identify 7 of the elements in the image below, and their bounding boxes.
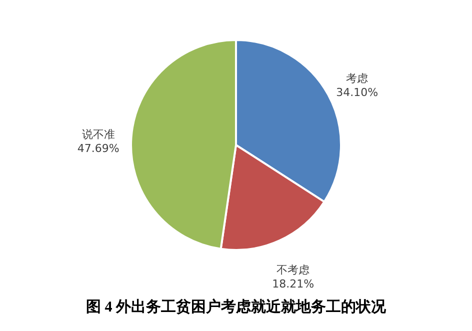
text: 图 4 外出务工贫困户考虑就近就地务工的状况 (86, 298, 387, 316)
data-label: 47.69% (77, 142, 120, 155)
slice-label: 不考虑 (276, 264, 310, 277)
data-label: 34.10% (336, 86, 378, 99)
data-label: 18.21% (272, 278, 314, 291)
slice-label: 考虑 (346, 72, 368, 85)
slice-label: 说不准 (82, 128, 115, 141)
